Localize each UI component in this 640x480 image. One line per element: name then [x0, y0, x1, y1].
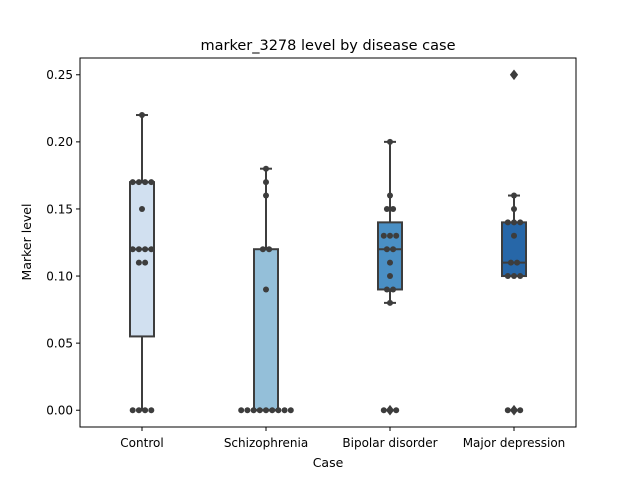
data-point [263, 165, 269, 172]
data-point [507, 259, 514, 266]
box [501, 221, 527, 278]
data-point [238, 407, 245, 414]
box [377, 221, 403, 291]
data-point [139, 112, 145, 119]
data-point [142, 259, 149, 266]
data-point [387, 192, 393, 199]
data-point [142, 407, 149, 414]
data-point [511, 273, 517, 280]
data-point [517, 407, 524, 414]
data-point [129, 246, 136, 253]
x-tick-label: Bipolar disorder [342, 436, 437, 450]
data-point [256, 407, 263, 414]
data-point [142, 179, 149, 186]
data-point [511, 192, 517, 199]
y-tick-label: 0.20 [46, 135, 73, 149]
y-tick-label: 0.15 [46, 202, 73, 216]
data-point [517, 273, 524, 280]
data-point [244, 407, 251, 414]
data-point [148, 407, 155, 414]
y-tick-label: 0.05 [46, 336, 73, 350]
data-point [387, 407, 393, 414]
box [253, 248, 279, 412]
data-point [135, 407, 142, 414]
data-point [281, 407, 288, 414]
data-point [504, 273, 511, 280]
data-point [139, 205, 145, 212]
data-point [393, 232, 400, 239]
data-point [266, 246, 273, 253]
y-tick-label: 0.10 [46, 269, 73, 283]
data-point [287, 407, 294, 414]
data-point [387, 259, 393, 266]
data-point [135, 259, 142, 266]
data-point [511, 219, 517, 226]
axes-frame [79, 57, 577, 428]
data-point [387, 138, 393, 145]
data-point [390, 205, 397, 212]
data-point [511, 407, 517, 414]
data-point [135, 179, 142, 186]
data-point [390, 246, 397, 253]
x-tick-label: Control [120, 436, 163, 450]
outlier-marker [509, 69, 519, 81]
data-point [275, 407, 282, 414]
data-point [517, 219, 524, 226]
y-axis-label: Marker level [19, 204, 34, 281]
data-point [387, 232, 393, 239]
data-point [383, 246, 390, 253]
chart-title: marker_3278 level by disease case [201, 38, 456, 54]
data-point [380, 232, 387, 239]
data-point [269, 407, 276, 414]
data-point [263, 192, 269, 199]
data-point [148, 179, 155, 186]
data-point [387, 299, 393, 306]
data-point [387, 273, 393, 280]
x-tick-label: Schizophrenia [224, 436, 308, 450]
data-point [135, 246, 142, 253]
data-point [383, 286, 390, 293]
data-point [380, 407, 387, 414]
x-axis-label: Case [313, 455, 344, 470]
data-point [393, 407, 400, 414]
data-point [263, 286, 269, 293]
data-point [383, 205, 390, 212]
data-point [250, 407, 257, 414]
data-point [504, 219, 511, 226]
data-point [390, 286, 397, 293]
data-point [129, 179, 136, 186]
data-point [148, 246, 155, 253]
data-point [142, 246, 149, 253]
y-tick-label: 0.00 [46, 404, 73, 418]
data-point [263, 179, 269, 186]
box [129, 181, 155, 338]
data-point [511, 205, 517, 212]
data-point [259, 246, 266, 253]
plot-area: 0.00 0.05 0.10 0.15 0.20 0.25 Control Schizophr… [46, 68, 565, 450]
x-tick-label: Major depression [463, 436, 566, 450]
data-point [129, 407, 136, 414]
data-point [504, 407, 511, 414]
data-point [511, 232, 517, 239]
y-tick-label: 0.25 [46, 68, 73, 82]
data-point [514, 259, 521, 266]
data-point [263, 407, 269, 414]
